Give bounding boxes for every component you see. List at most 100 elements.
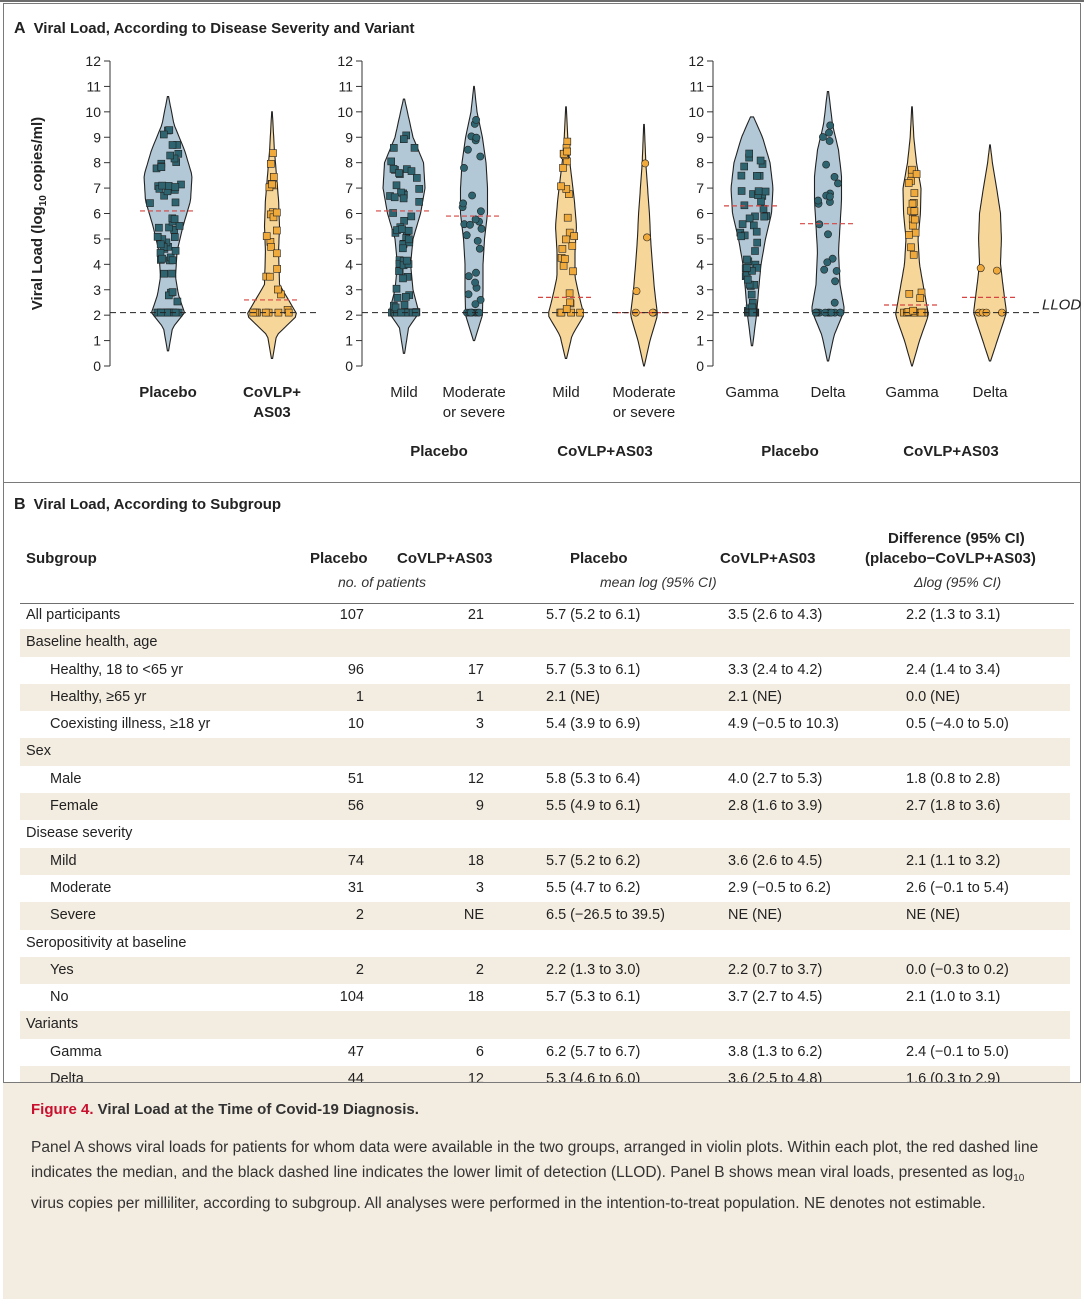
data-point	[171, 198, 180, 207]
data-point	[412, 174, 421, 182]
caption-fig-title: Viral Load at the Time of Covid-19 Diagn…	[93, 1101, 419, 1118]
row-subgroup-name: No	[50, 989, 69, 1006]
row-subgroup-name: Healthy, 18 to <65 yr	[50, 661, 184, 678]
caption-body: Panel A shows viral loads for patients f…	[31, 1135, 1061, 1216]
table-row: Severe 2 NE 6.5 (−26.5 to 39.5) NE (NE) NE (N…	[20, 902, 1070, 930]
data-point	[395, 267, 403, 275]
table-row: Healthy, 18 to <65 yr 96 17 5.7 (5.3 to 6.1…	[20, 657, 1070, 684]
row-vaccine-mean: 2.9 (−0.5 to 6.2)	[728, 879, 831, 896]
data-point	[387, 157, 396, 166]
y-tick-label: 4	[696, 256, 704, 272]
data-point	[834, 179, 842, 188]
header-vaccine-count: CoVLP+AS03	[397, 550, 493, 567]
row-vaccine-mean: 3.6 (2.6 to 4.5)	[728, 852, 823, 869]
data-point	[407, 212, 416, 221]
data-point	[824, 230, 832, 239]
data-point	[462, 231, 471, 240]
data-point	[907, 243, 915, 252]
data-point	[976, 264, 985, 273]
data-point	[751, 247, 759, 255]
y-tick-label: 2	[696, 307, 704, 323]
data-point	[399, 244, 407, 253]
category-label: Delta	[972, 384, 1008, 401]
row-vaccine-mean: NE (NE)	[728, 907, 782, 924]
row-subgroup-name: Severe	[50, 907, 96, 924]
data-point	[563, 213, 572, 222]
y-tick-label: 1	[696, 333, 704, 349]
data-point	[752, 227, 761, 236]
data-point	[468, 191, 476, 200]
row-difference: 2.7 (1.8 to 3.6)	[906, 798, 1001, 815]
data-point	[471, 215, 480, 224]
data-point	[393, 293, 402, 302]
y-tick-label: 12	[337, 53, 353, 69]
data-point	[158, 254, 166, 263]
data-point	[910, 207, 919, 215]
data-point	[463, 145, 472, 154]
row-subgroup-name: Healthy, ≥65 yr	[50, 688, 147, 705]
data-point	[562, 235, 570, 244]
data-point	[761, 187, 770, 196]
data-point	[905, 231, 913, 239]
header-count-sub: no. of patients	[338, 574, 426, 590]
llod-label: LLOD	[1042, 297, 1081, 314]
data-point	[563, 137, 572, 146]
data-point	[155, 223, 163, 232]
data-point	[825, 137, 834, 145]
data-point	[405, 235, 413, 244]
data-point	[760, 212, 769, 221]
table-row: No 104 18 5.7 (5.3 to 6.1) 3.7 (2.7 to 4.5) 2…	[20, 984, 1070, 1011]
row-vaccine-mean: 3.5 (2.6 to 4.3)	[728, 607, 823, 623]
data-point	[168, 256, 177, 265]
y-tick-label: 5	[93, 231, 101, 247]
data-point	[759, 205, 768, 213]
top-rule	[0, 0, 1084, 2]
header-diff-line2: (placebo−CoVLP+AS03)	[865, 550, 1036, 567]
header-diff-sub: Δlog (95% CI)	[914, 574, 1002, 590]
data-point	[168, 288, 177, 296]
data-point	[471, 278, 479, 287]
data-point	[472, 116, 480, 124]
row-subgroup-name: Sex	[26, 743, 51, 760]
row-vaccine-mean: 4.9 (−0.5 to 10.3)	[728, 716, 839, 733]
data-point	[749, 221, 758, 230]
data-point	[747, 290, 756, 299]
y-tick-label: 8	[696, 155, 704, 171]
data-point	[389, 209, 397, 217]
category-label: Gamma	[885, 384, 939, 401]
data-point	[830, 172, 839, 181]
data-point	[273, 249, 281, 258]
data-point	[909, 251, 918, 259]
header-placebo-mean: Placebo	[570, 550, 628, 567]
row-placebo-mean: 5.7 (5.3 to 6.1)	[546, 989, 641, 1006]
data-point	[912, 170, 921, 178]
row-difference: 0.0 (NE)	[906, 688, 960, 705]
data-point	[472, 268, 480, 277]
row-placebo-mean: 2.1 (NE)	[546, 688, 600, 705]
row-difference: 1.8 (0.8 to 2.8)	[906, 770, 1001, 787]
row-placebo-count: 56	[347, 798, 364, 815]
row-vaccine-count: 3	[475, 716, 484, 733]
header-subgroup: Subgroup	[26, 550, 97, 567]
data-point	[743, 255, 751, 264]
data-point	[392, 181, 401, 190]
row-vaccine-count: 9	[475, 798, 484, 815]
data-point	[916, 294, 925, 303]
data-point	[562, 305, 571, 313]
category-label: or severe	[613, 404, 676, 421]
y-tick-label: 9	[345, 129, 353, 145]
data-point	[740, 162, 749, 171]
data-point	[743, 275, 752, 284]
data-point	[391, 303, 400, 312]
row-vaccine-count: NE	[463, 907, 484, 924]
data-point	[473, 236, 482, 245]
y-tick-label: 8	[93, 155, 101, 171]
y-tick-label: 11	[86, 78, 101, 94]
data-point	[826, 121, 835, 130]
table-body: All participants 107 21 5.7 (5.2 to 6.1) 3.5…	[20, 602, 1070, 1121]
group-label: Placebo	[410, 443, 468, 460]
data-point	[404, 226, 413, 235]
data-point	[410, 144, 419, 152]
row-vaccine-mean: 3.8 (1.3 to 6.2)	[728, 1043, 823, 1060]
violin-shape	[247, 111, 297, 359]
